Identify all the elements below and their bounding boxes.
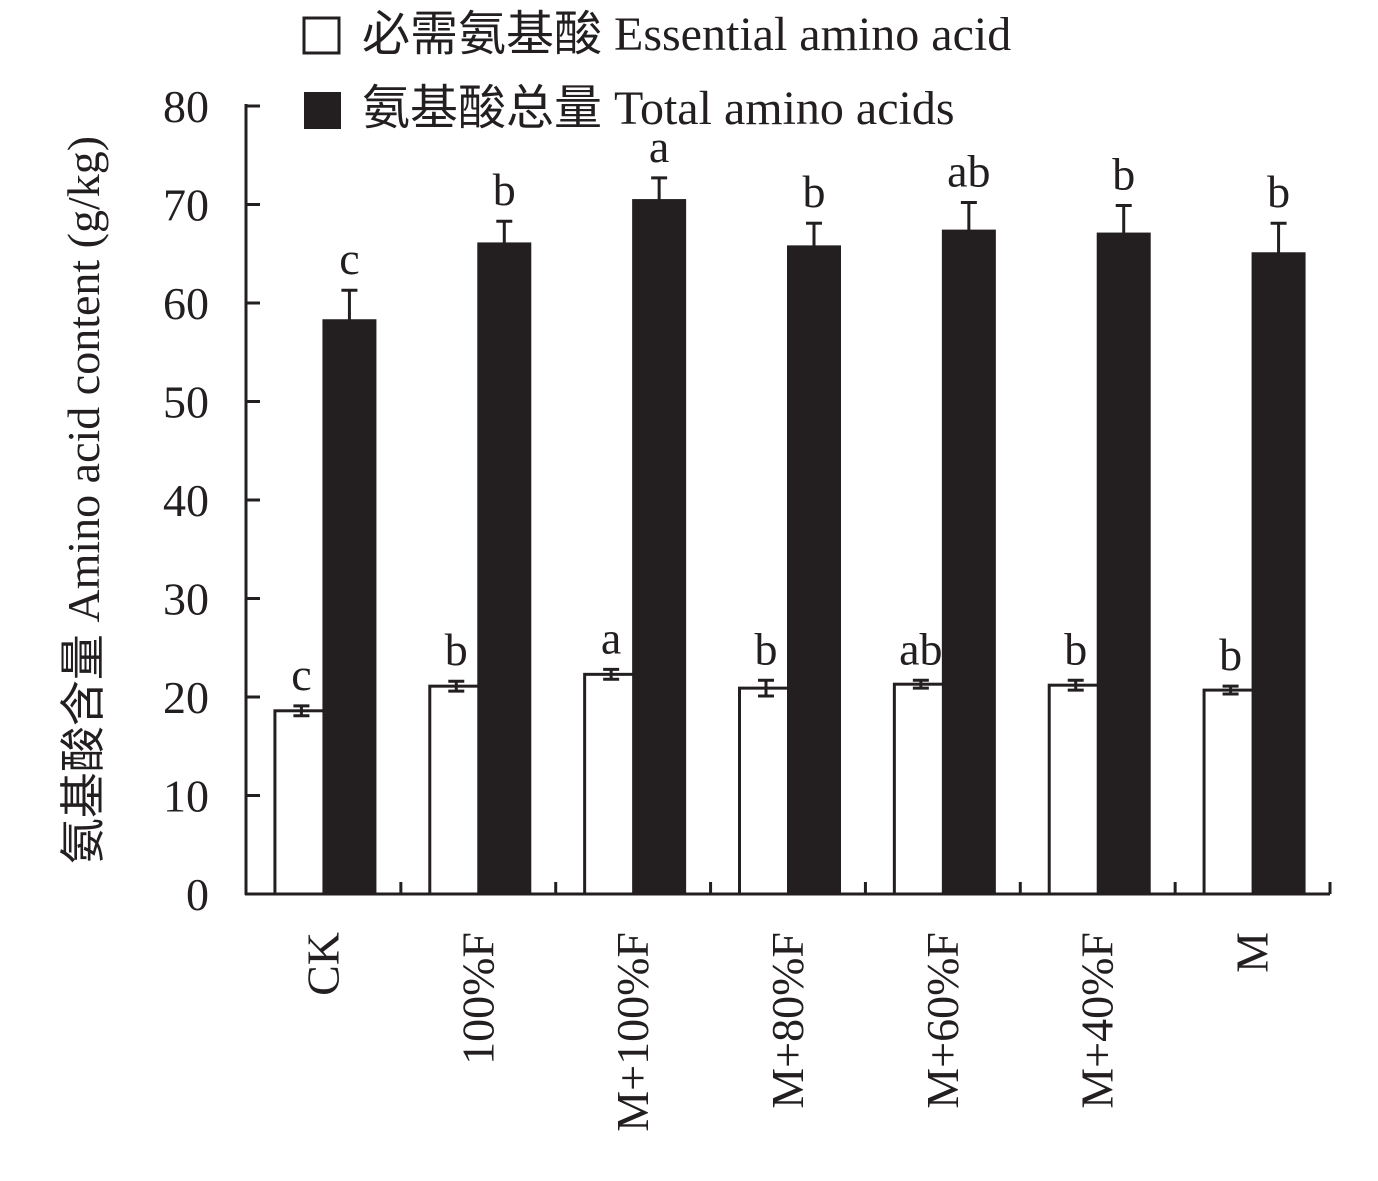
x-tick-label: M+60%F (917, 932, 968, 1109)
significance-letter: ab (947, 146, 990, 197)
y-tick-label: 80 (163, 81, 209, 132)
bar-total (787, 245, 841, 895)
bar-essential (273, 709, 330, 896)
legend-label-essential: 必需氨基酸 Essential amino acid (362, 8, 1011, 61)
bar-essential (738, 686, 794, 896)
bar-essential (583, 672, 640, 896)
bar-total (1096, 232, 1151, 895)
x-tick-label: M+100%F (607, 932, 658, 1132)
significance-letter: b (1219, 629, 1242, 680)
significance-letter: b (445, 624, 468, 675)
significance-letter: c (339, 233, 359, 284)
significance-letter: b (1064, 623, 1087, 674)
bar-essential (428, 684, 485, 896)
y-tick-label: 50 (163, 377, 209, 428)
bar-essential (1047, 683, 1104, 896)
legend-swatch-total (304, 92, 341, 129)
bar-essential (892, 682, 949, 896)
y-tick-label: 0 (186, 869, 209, 920)
bar-total (1251, 252, 1306, 895)
significance-letter: c (291, 649, 311, 700)
x-tick-label: M+80%F (762, 932, 813, 1109)
legend-label-total: 氨基酸总量 Total amino acids (362, 82, 955, 135)
y-tick-label: 10 (163, 771, 209, 822)
significance-letter: b (1267, 166, 1290, 217)
significance-letter: b (755, 623, 778, 674)
y-tick-label: 70 (163, 180, 209, 231)
y-tick-label: 60 (163, 278, 209, 329)
y-tick-label: 40 (163, 475, 209, 526)
significance-letter: b (493, 164, 516, 215)
significance-letter: a (649, 121, 669, 172)
legend: 必需氨基酸 Essential amino acid 氨基酸总量 Total a… (302, 8, 1011, 135)
y-tick-label: 20 (163, 672, 209, 723)
bar-total (941, 229, 996, 895)
bar-essential (1202, 688, 1259, 896)
significance-letter: b (1112, 148, 1135, 199)
significance-letter: a (601, 612, 621, 663)
legend-swatch-essential (302, 16, 341, 55)
x-tick-label: M+40%F (1072, 932, 1123, 1109)
x-tick-label: CK (297, 932, 348, 996)
bar-total (632, 199, 687, 895)
y-axis-label: 氨基酸含量 Amino acid content (g/kg) (58, 136, 109, 864)
bar-total (477, 242, 532, 895)
bar-total (322, 319, 377, 895)
y-tick-label: 30 (163, 574, 209, 625)
x-tick-label: M (1227, 932, 1278, 973)
significance-letter: b (803, 166, 826, 217)
x-tick-label: 100%F (452, 932, 503, 1065)
plot-area: 0 10 20 30 40 50 60 70 80 CK 100%F M+100%F M+80%F M+6… (163, 81, 1332, 1132)
significance-letter: ab (899, 623, 942, 674)
